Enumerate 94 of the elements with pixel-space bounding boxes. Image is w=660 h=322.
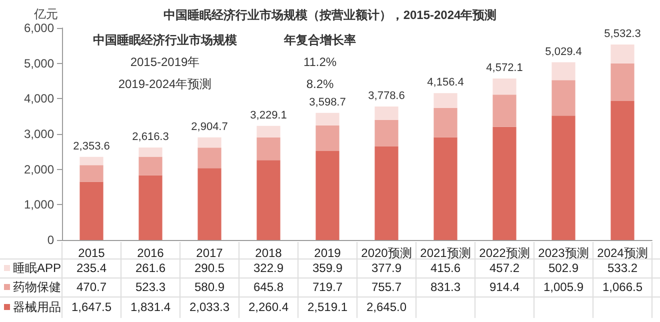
- bar: [198, 148, 222, 168]
- bar: [80, 165, 104, 182]
- data-label: 377.9: [371, 261, 402, 275]
- y-axis-title: 亿元: [33, 7, 58, 21]
- total-label: 5,532.3: [604, 28, 641, 40]
- y-tick-label: 2,000: [24, 162, 54, 176]
- data-label: 831.3: [430, 280, 461, 294]
- total-label: 5,029.4: [545, 46, 582, 58]
- bar: [316, 126, 340, 151]
- data-label: 755.7: [371, 280, 402, 294]
- annotation: 2015-2019年: [130, 55, 200, 69]
- annotation: 2019-2024年预测: [118, 77, 212, 91]
- x-tick-label: 2024预测: [597, 246, 648, 260]
- annotation: 11.2%: [303, 55, 337, 69]
- data-label: 1,066.5: [602, 280, 643, 294]
- x-tick-label: 2021预测: [420, 246, 471, 260]
- y-tick-label: 4,000: [24, 92, 54, 106]
- y-tick-label: 1,000: [24, 198, 54, 212]
- bar: [80, 156, 104, 166]
- data-label: 502.9: [548, 261, 579, 275]
- data-label: 359.9: [312, 261, 343, 275]
- x-tick-label: 2015: [78, 246, 106, 260]
- x-tick-label: 2016: [137, 246, 164, 260]
- bar: [552, 80, 576, 116]
- data-label: 1,831.4: [130, 300, 171, 314]
- data-label: 290.5: [194, 261, 225, 275]
- data-label: 261.6: [135, 261, 166, 275]
- annotation: 年复合增长率: [283, 33, 356, 47]
- total-label: 3,229.1: [250, 109, 287, 122]
- bar: [434, 137, 458, 240]
- data-label: 2,519.1: [307, 300, 348, 314]
- bar: [256, 126, 280, 138]
- bar: [316, 150, 340, 240]
- bar: [492, 78, 516, 95]
- bar: [492, 126, 516, 240]
- bar: [256, 160, 280, 240]
- annotation: 中国睡眠经济行业市场规模: [93, 33, 237, 47]
- total-label: 2,616.3: [132, 131, 169, 144]
- data-label: 580.9: [194, 280, 225, 294]
- data-label: 1,647.5: [71, 300, 112, 314]
- y-tick-label: 0: [47, 233, 54, 247]
- bar: [138, 175, 162, 240]
- bar: [434, 93, 458, 108]
- bar: [610, 63, 634, 102]
- x-tick-label: 2020预测: [361, 246, 412, 260]
- bar: [610, 44, 634, 64]
- data-label: 719.7: [312, 280, 343, 294]
- bar: [552, 62, 576, 80]
- data-label: 2,033.3: [189, 300, 230, 314]
- bar: [198, 137, 222, 148]
- total-label: 3,598.7: [309, 96, 346, 108]
- bar: [374, 146, 398, 240]
- data-label: 2,260.4: [248, 300, 289, 314]
- x-tick-label: 2018: [255, 246, 282, 260]
- bar: [374, 106, 398, 120]
- bar: [492, 94, 516, 127]
- total-label: 4,156.4: [427, 76, 464, 89]
- bar: [374, 120, 398, 147]
- data-label: 2,645.0: [366, 300, 407, 314]
- legend-label: 器械用品: [13, 300, 61, 314]
- x-tick-label: 2023预测: [538, 246, 589, 260]
- total-label: 3,778.6: [368, 90, 405, 102]
- total-label: 2,904.7: [191, 120, 228, 133]
- annotation: 8.2%: [306, 77, 334, 91]
- bar: [138, 156, 162, 176]
- y-tick-label: 5,000: [24, 56, 54, 70]
- y-tick-label: 3,000: [24, 127, 54, 141]
- total-label: 4,572.1: [486, 62, 523, 74]
- x-tick-label: 2017: [196, 246, 224, 260]
- bar: [256, 137, 280, 160]
- total-label: 2,353.6: [73, 140, 110, 152]
- data-label: 1,005.9: [543, 280, 584, 294]
- data-label: 533.2: [607, 261, 638, 275]
- bar: [198, 168, 222, 240]
- bar: [434, 108, 458, 138]
- y-tick-label: 6,000: [24, 21, 54, 35]
- data-label: 322.9: [253, 261, 284, 275]
- data-label: 914.4: [489, 280, 520, 294]
- legend-label: 药物保健: [13, 280, 61, 294]
- x-tick-label: 2022预测: [479, 246, 530, 260]
- x-tick-label: 2019: [314, 246, 342, 260]
- data-label: 470.7: [76, 280, 107, 294]
- data-label: 457.2: [489, 261, 520, 275]
- bar: [80, 182, 104, 240]
- bar: [610, 101, 634, 240]
- legend-label: 睡眠APP: [13, 261, 62, 275]
- data-label: 645.8: [253, 280, 284, 294]
- chart-title: 中国睡眠经济行业市场规模（按营业额计），2015-2024年预测: [163, 8, 497, 22]
- bar: [138, 148, 162, 157]
- bar: [552, 116, 576, 240]
- data-label: 235.4: [76, 261, 107, 275]
- data-label: 415.6: [430, 261, 461, 275]
- data-label: 523.3: [135, 280, 166, 294]
- bar: [316, 112, 340, 126]
